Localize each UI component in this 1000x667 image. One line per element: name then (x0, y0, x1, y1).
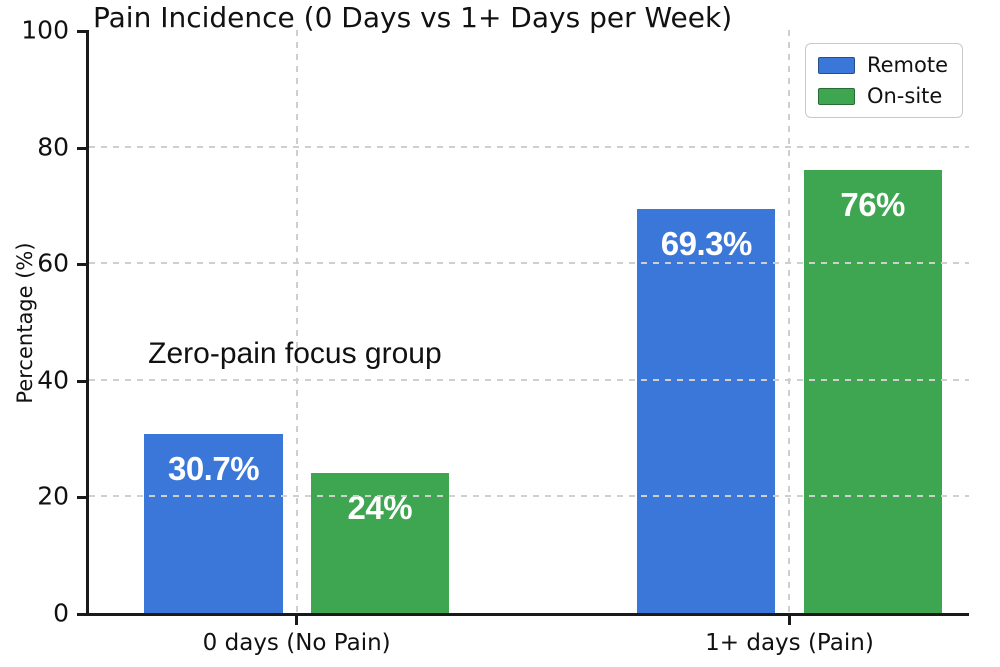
y-tick-mark (77, 30, 86, 33)
x-tick-label: 0 days (No Pain) (202, 630, 391, 656)
y-tick-mark (77, 496, 86, 500)
y-tick-mark (77, 263, 86, 267)
y-tick-mark (77, 146, 86, 150)
gridline-horizontal (89, 145, 969, 148)
bar-remote-0: 30.7% (144, 434, 283, 613)
legend: Remote On-site (804, 43, 963, 118)
y-tick-label: 0 (53, 598, 69, 628)
gridline-vertical (295, 30, 298, 613)
bar-value-label: 76% (840, 185, 905, 223)
y-axis-label: Percentage (%) (13, 242, 37, 404)
y-tick-label: 40 (37, 365, 69, 395)
bar-value-label: 30.7% (167, 450, 260, 488)
y-tick-label: 80 (37, 132, 69, 162)
y-tick-label: 20 (37, 481, 69, 511)
legend-item-remote: Remote (817, 53, 948, 77)
legend-color-swatch (817, 87, 855, 105)
legend-item-onsite: On-site (817, 84, 948, 108)
annotation-zero-pain-focus-group: Zero-pain focus group (148, 337, 442, 371)
x-tick-mark (787, 616, 791, 625)
y-tick-label: 60 (37, 248, 69, 278)
bar-remote-1: 69.3% (637, 208, 776, 613)
legend-label: On-site (866, 84, 943, 108)
bar-on-site-1: 76% (803, 169, 942, 613)
bar-value-label: 24% (347, 489, 413, 527)
legend-color-swatch (817, 56, 855, 74)
bar-value-label: 69.3% (660, 224, 753, 262)
x-tick-label: 1+ days (Pain) (705, 630, 874, 656)
y-tick-label: 100 (21, 15, 69, 45)
legend-label: Remote (866, 53, 948, 77)
x-tick-mark (295, 616, 299, 625)
chart-title: Pain Incidence (0 Days vs 1+ Days per We… (93, 1, 733, 34)
bar-on-site-0: 24% (310, 473, 449, 613)
y-tick-mark (77, 379, 86, 383)
y-tick-mark (77, 613, 86, 616)
gridline-vertical (788, 30, 791, 613)
